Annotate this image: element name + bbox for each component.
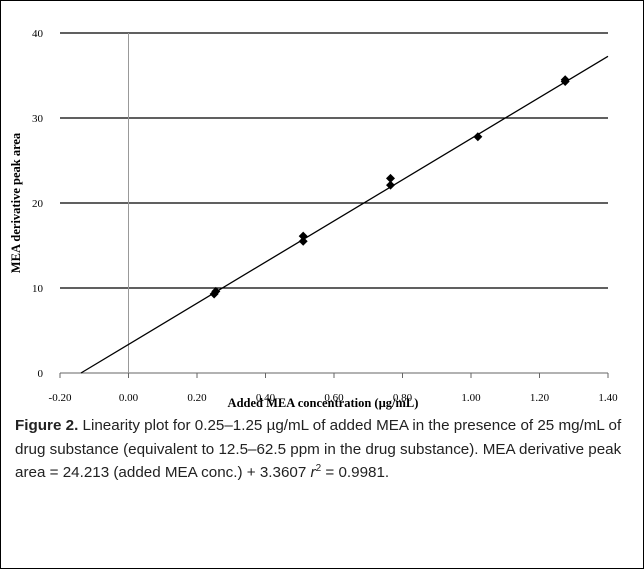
y-tick-label-3: 30 <box>32 113 44 125</box>
caption-text: Linearity plot for 0.25–1.25 µg/mL of ad… <box>15 417 622 481</box>
y-tick-label-4: 40 <box>32 28 44 40</box>
x-tick-label-2: 0.20 <box>187 392 207 404</box>
y-tick-label-1: 10 <box>32 283 44 295</box>
regression-line <box>80 55 609 374</box>
caption-r-symbol: r <box>310 464 316 481</box>
x-tick-label-6: 1.00 <box>461 392 481 404</box>
data-point-1 <box>211 286 221 296</box>
x-tick-label-3: 0.40 <box>256 392 276 404</box>
figure-caption: Figure 2. Linearity plot for 0.25–1.25 µ… <box>15 414 627 485</box>
data-point-6 <box>473 132 483 142</box>
caption-r-exponent: 2 <box>315 462 322 474</box>
caption-r-value: = 0.9981. <box>321 464 390 481</box>
data-point-2 <box>298 236 308 246</box>
y-axis-title: MEA derivative peak area <box>9 132 23 273</box>
x-tick-label-5: 0.80 <box>393 392 413 404</box>
data-point-3 <box>298 231 308 241</box>
caption-label: Figure 2. <box>15 417 79 434</box>
data-point-8 <box>560 75 570 85</box>
x-tick-label-0: -0.20 <box>49 392 72 404</box>
x-axis-title: Added MEA concentration (µg/mL) <box>228 396 419 410</box>
x-tick-label-1: 0.00 <box>119 392 139 404</box>
x-tick-label-8: 1.40 <box>598 392 618 404</box>
y-tick-label-2: 20 <box>32 198 44 210</box>
y-tick-label-0: 0 <box>38 368 44 380</box>
x-tick-label-7: 1.20 <box>530 392 550 404</box>
x-tick-label-4: 0.60 <box>324 392 344 404</box>
linearity-chart: 0 10 20 30 40 -0.20 0.00 0.20 0.40 0.60 0.80 1.00 1.… <box>9 28 618 410</box>
data-point-5 <box>386 173 396 183</box>
data-point-4 <box>386 180 396 190</box>
